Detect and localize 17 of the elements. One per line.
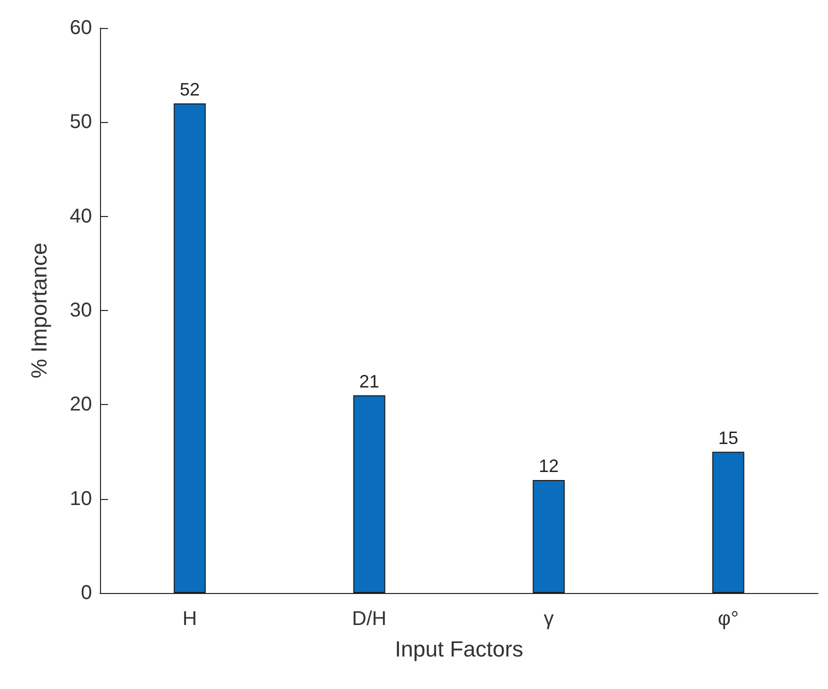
y-tick-label: 0 — [80, 582, 92, 604]
data-label: 12 — [538, 456, 559, 476]
x-tick-label: D/H — [352, 608, 386, 630]
x-tick-label: φ° — [718, 608, 739, 630]
y-tick-label: 30 — [70, 300, 92, 322]
data-label: 21 — [359, 371, 380, 392]
data-label: 52 — [180, 79, 200, 100]
data-label: 15 — [718, 428, 738, 448]
x-axis-title: Input Factors — [394, 636, 524, 662]
y-tick-label: 60 — [70, 17, 92, 39]
y-tick-label: 50 — [70, 111, 92, 134]
y-tick-label: 10 — [70, 488, 92, 510]
y-tick-label: 20 — [70, 394, 92, 416]
x-tick-label: H — [182, 608, 197, 630]
y-tick-label: 40 — [70, 205, 92, 228]
y-axis-title: % Importance — [26, 242, 52, 378]
x-tick-label: γ — [544, 608, 554, 630]
